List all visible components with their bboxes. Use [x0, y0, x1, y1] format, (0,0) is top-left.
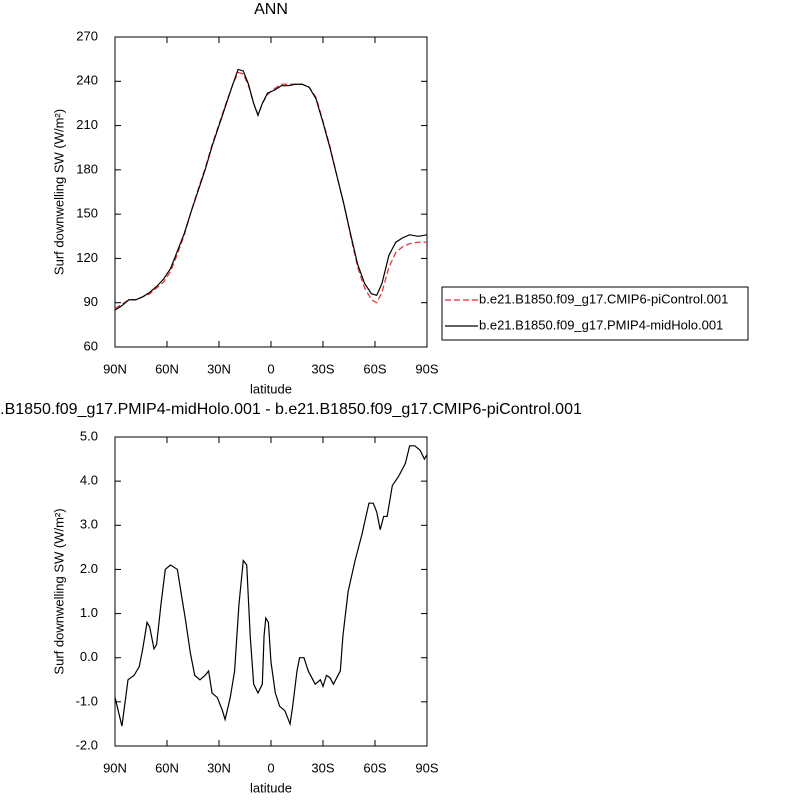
y-tick-label: 180: [76, 161, 98, 176]
y-axis-label: Surf downwelling SW (W/m²): [51, 109, 66, 275]
legend: b.e21.B1850.f09_g17.CMIP6-piControl.001b…: [441, 286, 749, 341]
y-tick-label: 3.0: [80, 517, 98, 532]
legend-box: [441, 286, 749, 341]
plot-frame: [114, 436, 428, 747]
data-line: [114, 71, 427, 310]
x-tick-label: 60S: [363, 760, 386, 775]
x-tick-label: 0: [267, 361, 274, 376]
x-tick-label: 30N: [207, 361, 231, 376]
x-tick-label: 90S: [415, 361, 438, 376]
x-tick-label: 60N: [155, 361, 179, 376]
chart-title: b.e21.B1850.f09_g17.PMIP4-midHolo.001 - …: [0, 401, 582, 418]
y-tick-label: 60: [84, 338, 98, 353]
y-axis-label: Surf downwelling SW (W/m²): [51, 508, 66, 674]
x-tick-label: 60N: [155, 760, 179, 775]
legend-label: b.e21.B1850.f09_g17.PMIP4-midHolo.001: [479, 317, 723, 332]
x-tick-label: 30S: [311, 361, 334, 376]
plot-frame: [114, 36, 428, 348]
y-tick-label: 0.0: [80, 649, 98, 664]
y-tick-label: 150: [76, 206, 98, 221]
y-tick-label: 240: [76, 73, 98, 88]
y-tick-label: 4.0: [80, 473, 98, 488]
y-tick-label: 120: [76, 250, 98, 265]
y-tick-label: -1.0: [76, 693, 98, 708]
legend-label: b.e21.B1850.f09_g17.CMIP6-piControl.001: [479, 291, 728, 306]
y-tick-label: 90: [84, 294, 98, 309]
x-tick-label: 0: [267, 760, 274, 775]
y-tick-label: -2.0: [76, 737, 98, 752]
y-tick-label: 270: [76, 28, 98, 43]
x-tick-label: 90N: [103, 760, 127, 775]
y-tick-label: 1.0: [80, 605, 98, 620]
x-axis-label: latitude: [250, 780, 292, 795]
x-tick-label: 90N: [103, 361, 127, 376]
x-axis-label: latitude: [250, 381, 292, 396]
x-tick-label: 30S: [311, 760, 334, 775]
x-tick-label: 60S: [363, 361, 386, 376]
data-line: [114, 68, 428, 311]
y-tick-label: 210: [76, 117, 98, 132]
chart-title: ANN: [254, 1, 288, 18]
data-line: [114, 445, 428, 727]
x-tick-label: 90S: [415, 760, 438, 775]
y-tick-label: 2.0: [80, 561, 98, 576]
y-tick-label: 5.0: [80, 428, 98, 443]
x-tick-label: 30N: [207, 760, 231, 775]
